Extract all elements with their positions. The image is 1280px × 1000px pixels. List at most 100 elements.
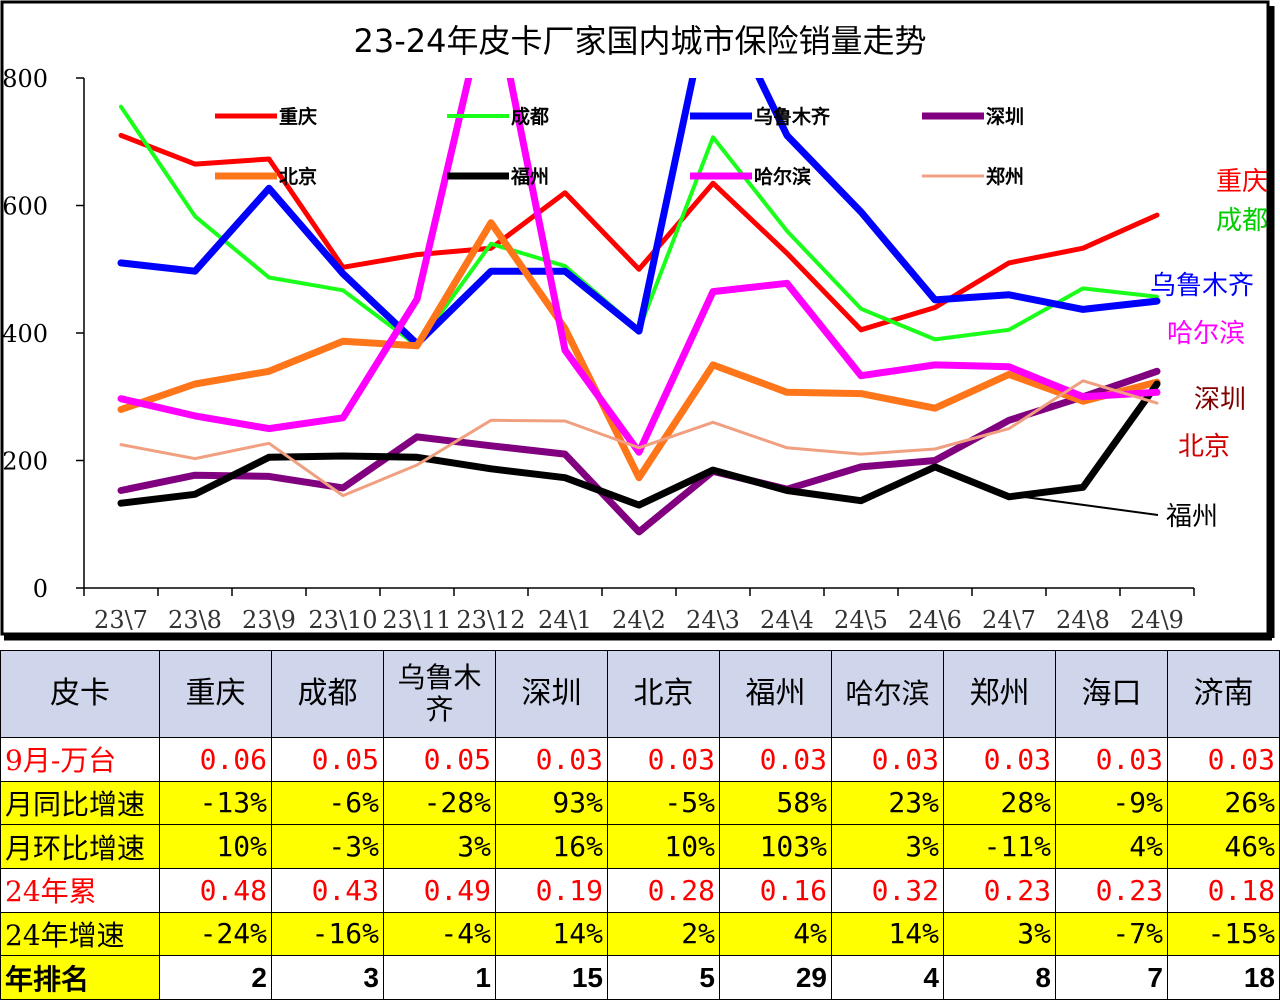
table-cell: 0.03 <box>607 737 720 782</box>
table-cell: 0.06 <box>159 737 272 782</box>
table-cell: 0.03 <box>831 737 944 782</box>
end-label: 乌鲁木齐 <box>1150 271 1254 301</box>
x-tick-label: 23\12 <box>456 606 525 634</box>
table-cell: -28% <box>383 780 496 826</box>
series-line <box>118 132 1160 333</box>
end-label: 北京 <box>1178 432 1230 462</box>
table-column-header: 重庆 <box>159 650 272 738</box>
table-cell: 0.48 <box>159 867 272 913</box>
end-label: 福州 <box>1166 502 1218 532</box>
table-cell: 10% <box>159 824 272 869</box>
table-row-label: 月环比增速 <box>0 824 160 869</box>
table-cell: 0.03 <box>719 737 832 782</box>
table-corner: 皮卡 <box>0 650 160 738</box>
table-cell: 0.03 <box>1055 737 1168 782</box>
table-cell: 0.28 <box>607 867 720 913</box>
table-cell: 0.05 <box>383 737 496 782</box>
table-cell: 15 <box>495 955 608 1000</box>
table-row: 月环比增速 10% -3% 3% 16% 10% 103% 3% -11% 4% 46% <box>0 824 1280 869</box>
legend-label: 成都 <box>511 105 549 128</box>
y-tick-label: 0 <box>33 575 48 603</box>
table-cell: 2% <box>607 911 720 957</box>
table-column-header: 海口 <box>1055 650 1168 738</box>
x-tick-label: 24\4 <box>760 606 814 634</box>
end-label-leader <box>1009 494 1159 516</box>
table-row: 24年累 0.48 0.43 0.49 0.19 0.28 0.16 0.32 0.23 0.23… <box>0 867 1280 913</box>
series-line <box>117 78 1161 456</box>
table-cell: 0.49 <box>383 867 496 913</box>
table-cell: -7% <box>1055 911 1168 957</box>
legend-label: 乌鲁木齐 <box>754 105 831 128</box>
table-column-header: 福州 <box>719 650 832 738</box>
table-row-label: 月同比增速 <box>0 780 160 826</box>
table-cell: 93% <box>495 780 608 826</box>
table-cell: 8 <box>943 955 1056 1000</box>
x-tick-label: 24\6 <box>908 606 962 634</box>
table-row-label: 年排名 <box>0 955 160 1000</box>
table-cell: 16% <box>495 824 608 869</box>
table-column-header: 哈尔滨 <box>831 650 944 738</box>
end-label: 成都 <box>1216 206 1268 236</box>
chart-title: 23-24年皮卡厂家国内城市保险销量走势 <box>354 22 927 60</box>
table-cell: 0.23 <box>1055 867 1168 913</box>
table-cell: -6% <box>271 780 384 826</box>
end-label: 深圳 <box>1194 385 1246 415</box>
table-row-label: 9月-万台 <box>0 737 160 782</box>
table-cell: 1 <box>383 955 496 1000</box>
table-cell: 58% <box>719 780 832 826</box>
table-column-header: 北京 <box>607 650 720 738</box>
x-tick-label: 23\7 <box>94 606 148 634</box>
table-cell: 4% <box>719 911 832 957</box>
legend-label: 深圳 <box>986 105 1024 128</box>
table-cell: -13% <box>159 780 272 826</box>
table-cell: -24% <box>159 911 272 957</box>
table-column-header: 济南 <box>1167 650 1280 738</box>
legend-label: 郑州 <box>986 166 1024 188</box>
x-tick-label: 24\7 <box>982 606 1036 634</box>
table-cell: -5% <box>607 780 720 826</box>
table-column-header: 郑州 <box>943 650 1056 738</box>
series-layer <box>117 78 1161 536</box>
y-tick-label: 600 <box>2 193 48 221</box>
table-cell: -9% <box>1055 780 1168 826</box>
x-tick-label: 23\8 <box>168 606 222 634</box>
table-row: 9月-万台 0.06 0.05 0.05 0.03 0.03 0.03 0.03 0.03 0.0… <box>0 737 1280 782</box>
series-line <box>117 380 1161 509</box>
y-axis: 0 200 400 600 800 <box>2 65 85 603</box>
chart-area: 23-24年皮卡厂家国内城市保险销量走势 0 200 400 600 800 23\7 2… <box>0 0 1275 641</box>
table-cell: 0.03 <box>943 737 1056 782</box>
legend-label: 福州 <box>510 165 549 188</box>
table-cell: 14% <box>495 911 608 957</box>
table-cell: 0.18 <box>1167 867 1280 913</box>
table-cell: 0.05 <box>271 737 384 782</box>
table-cell: 0.23 <box>943 867 1056 913</box>
table-cell: 103% <box>719 824 832 869</box>
table-cell: 29 <box>719 955 832 1000</box>
table-cell: -3% <box>271 824 384 869</box>
table-cell: 26% <box>1167 780 1280 826</box>
x-tick-label: 24\3 <box>686 606 740 634</box>
series-line <box>117 219 1161 482</box>
table-cell: 3% <box>943 911 1056 957</box>
y-tick-label: 200 <box>2 448 48 476</box>
table-cell: 7 <box>1055 955 1168 1000</box>
table-cell: -16% <box>271 911 384 957</box>
table-cell: 0.19 <box>495 867 608 913</box>
table-body: 9月-万台 0.06 0.05 0.05 0.03 0.03 0.03 0.03 0.03 0.0… <box>0 737 1280 1000</box>
table-cell: 10% <box>607 824 720 869</box>
x-axis: 23\7 23\8 23\9 23\10 23\11 23\12 24\1 24\2 24\3 2… <box>83 587 1195 634</box>
table-cell: 23% <box>831 780 944 826</box>
table-cell: 4% <box>1055 824 1168 869</box>
table-cell: 0.03 <box>1167 737 1280 782</box>
series-line <box>117 78 1161 348</box>
table-cell: 18 <box>1167 955 1280 1000</box>
table-cell: -15% <box>1167 911 1280 957</box>
table-cell: -11% <box>943 824 1056 869</box>
table-cell: 4 <box>831 955 944 1000</box>
table-cell: 0.03 <box>495 737 608 782</box>
table-cell: 0.32 <box>831 867 944 913</box>
x-tick-label: 24\5 <box>834 606 888 634</box>
table-cell: 2 <box>159 955 272 1000</box>
